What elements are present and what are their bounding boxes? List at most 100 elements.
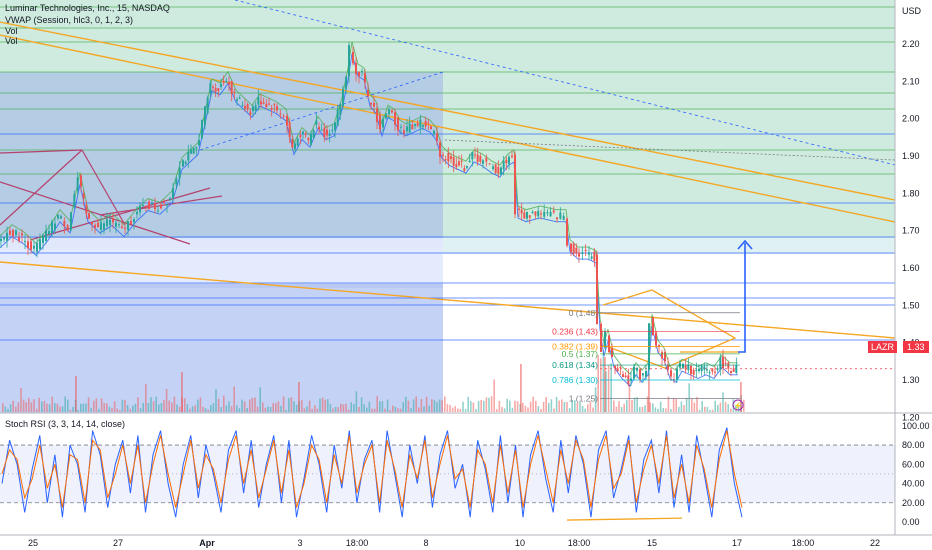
candle-body [502,160,505,170]
candle-body [355,62,357,75]
candle-body [0,238,2,242]
volume-bar [631,400,633,412]
volume-bar [72,406,74,412]
candle-body [724,363,727,365]
volume-bar [243,401,246,412]
candle-body [97,222,99,227]
volume-bar [691,398,693,412]
fib-level-label: 0.5 (1.37) [562,349,599,359]
price-tick-label: 2.20 [902,39,920,49]
stoch-rsi-legend[interactable]: Stoch RSI (3, 3, 14, 14, close) [5,419,126,429]
volume-bar [490,396,493,412]
volume-bar [95,398,98,412]
volume-bar [628,383,631,412]
volume-bar [722,392,724,412]
time-tick-label: Apr [199,538,215,548]
volume-bar [740,382,742,412]
volume-bar [368,401,371,412]
candle-body [424,121,427,127]
rsi-tick-label: 40.00 [902,479,925,489]
candle-body [655,332,657,346]
candle-body [416,123,419,126]
candle-body [361,71,363,73]
projection-arrow [738,243,746,353]
time-tick-label: 18:00 [792,538,815,548]
volume-bar [696,397,698,412]
price-tick-label: 1.70 [902,226,920,236]
candle-body [133,219,135,223]
candle-body [430,126,432,130]
candle-body [3,237,5,240]
volume-bar [150,397,152,412]
candle-body [142,205,144,207]
volume-bar [319,398,321,412]
volume-bar [288,398,290,412]
vol-legend-2[interactable]: Vol [5,36,18,46]
volume-bar [12,400,14,412]
vol-legend-1[interactable]: Vol [5,26,18,36]
candle-body [479,156,482,162]
candle-body [608,335,610,353]
candle-body [452,156,455,166]
volume-bar [165,388,168,412]
volume-bar [670,409,672,412]
volume-bar [298,382,300,412]
ticker-badge: LAZR [868,341,898,353]
volume-bar [43,400,46,412]
candle-body [241,104,244,106]
candle-body [230,80,233,94]
volume-bar [483,400,485,412]
time-tick-label: 25 [28,538,38,548]
volume-bar [641,406,644,412]
volume-bar [529,401,532,412]
volume-bar [282,396,285,412]
volume-bar [321,397,324,412]
volume-bar [54,403,56,412]
candle-body [276,106,278,111]
volume-bar [129,408,131,412]
volume-bar [516,401,519,412]
volume-bar [399,408,402,412]
volume-bar [311,408,313,412]
volume-bar [306,406,308,412]
candle-body [225,81,228,83]
candle-body [212,86,214,88]
candle-body [518,208,520,210]
volume-bar [184,398,186,412]
candle-body [514,154,516,215]
vwap-legend[interactable]: VWAP (Session, hlc3, 0, 1, 2, 3) [5,15,134,25]
volume-bar [345,403,347,412]
time-tick-label: 10 [515,538,525,548]
volume-bar [576,402,579,412]
volume-bar [542,401,545,412]
candle-body [562,215,565,221]
price-badge: LAZR 1.33 [868,341,929,353]
volume-bar [69,409,72,412]
candle-body [323,127,326,138]
candle-body [244,105,246,109]
volume-bar [693,402,696,412]
candle-body [326,129,328,136]
pitchfork-line [0,149,83,226]
volume-bar [285,409,287,412]
candle-body [645,371,647,378]
volume-bar [264,407,267,412]
volume-bar [173,396,176,412]
candle-body [397,117,399,131]
candle-body [178,167,181,179]
candle-body [262,102,265,104]
volume-bar [648,374,650,412]
candle-body [18,237,20,241]
candle-body [379,115,381,130]
volume-bar [259,387,261,412]
candle-body [246,104,249,110]
fib-retracement: 0 (1.48) 0.236 (1.43) 0.382 (1.39)0.5 (1.3… [552,308,740,404]
volume-bar [420,398,423,412]
price-tick-label: 1.80 [902,188,920,198]
symbol-title: Luminar Technologies, Inc., 15, NASDAQ [5,3,170,13]
candle-body [546,212,549,214]
volume-bar [160,402,163,412]
volume-bar [464,408,467,412]
candle-body [373,103,375,107]
